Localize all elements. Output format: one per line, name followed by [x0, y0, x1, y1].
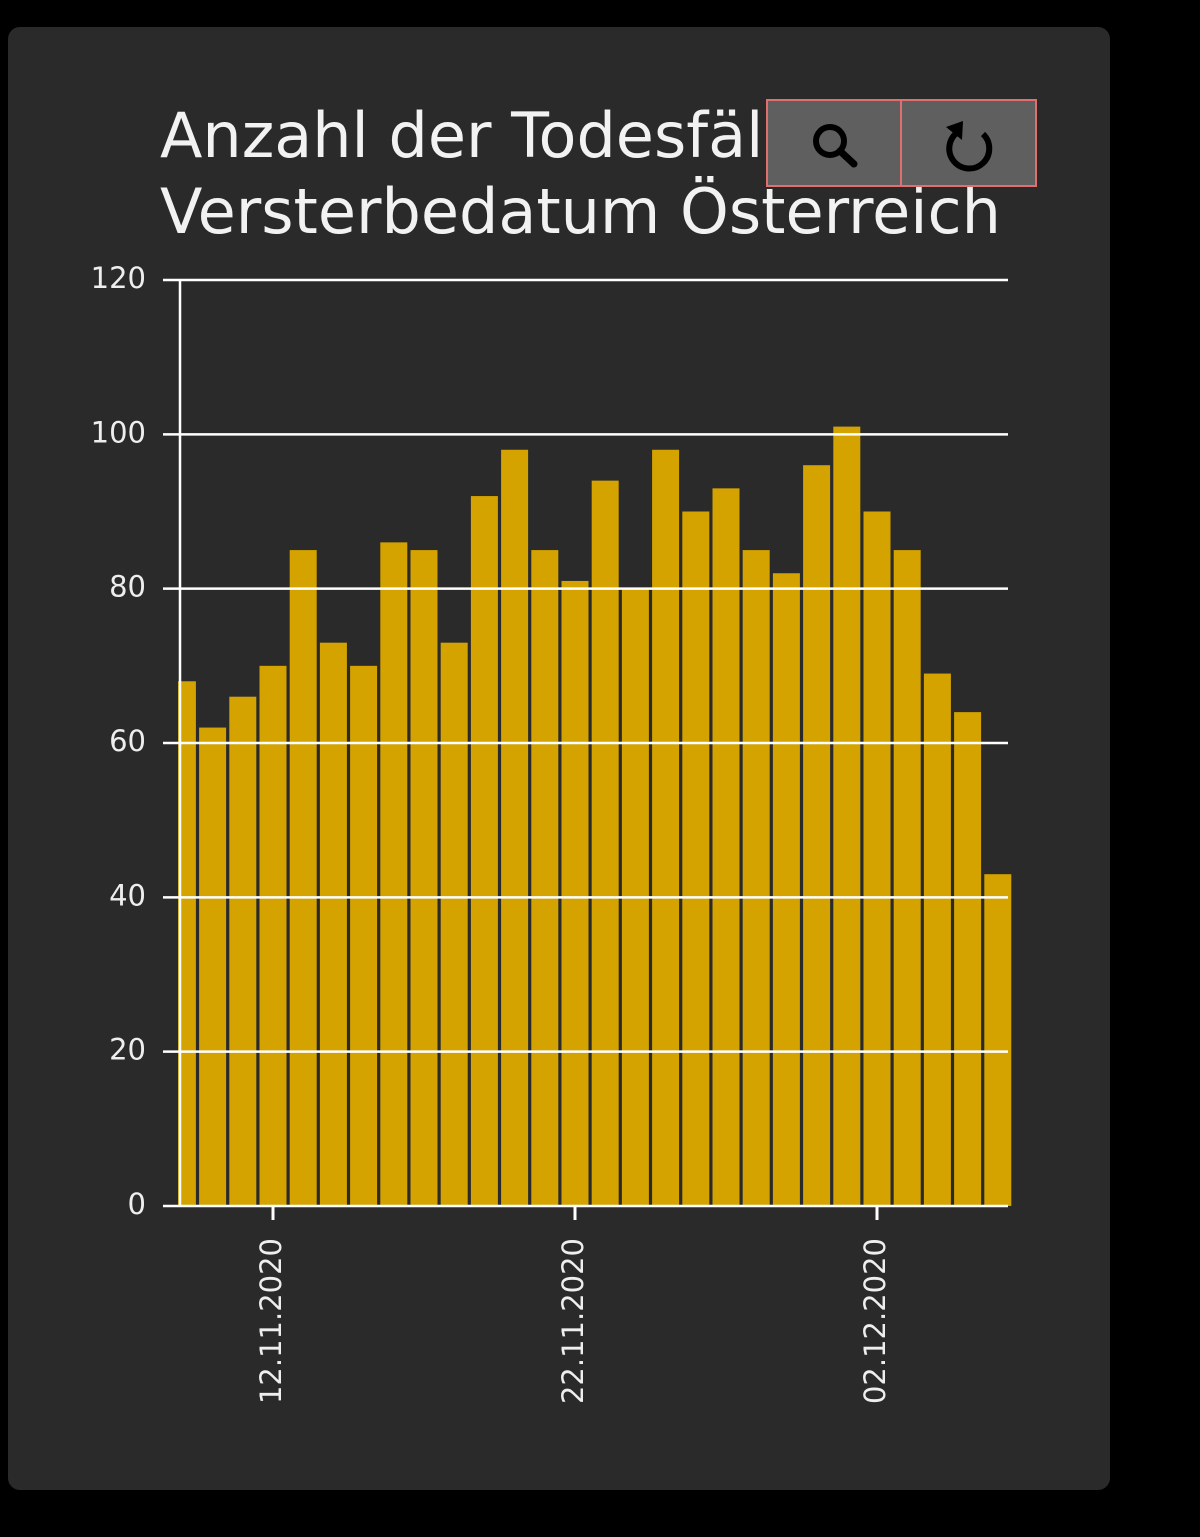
- x-tick-label: 02.12.2020: [858, 1238, 892, 1404]
- bar: [501, 449, 529, 1206]
- y-tick-label: 100: [91, 415, 146, 449]
- bar: [652, 449, 680, 1206]
- bar: [803, 465, 831, 1206]
- chart-title: Versterbedatum Österreich: [160, 175, 1001, 248]
- x-tick-label: 12.11.2020: [254, 1238, 288, 1404]
- reset-button[interactable]: [900, 99, 1037, 187]
- bar: [591, 480, 619, 1207]
- bar: [833, 426, 861, 1206]
- bar: [259, 665, 287, 1206]
- y-tick-label: 60: [109, 724, 146, 758]
- y-tick-label: 20: [109, 1033, 146, 1067]
- x-tick-label: 22.11.2020: [556, 1238, 590, 1404]
- bar: [561, 580, 589, 1206]
- bar: [712, 488, 740, 1207]
- bar: [440, 642, 468, 1206]
- bar: [319, 642, 347, 1206]
- bar: [199, 727, 227, 1206]
- bar: [893, 550, 921, 1206]
- bar: [531, 550, 559, 1206]
- plot-area: [178, 426, 1012, 1207]
- bar: [682, 511, 710, 1206]
- y-tick-label: 80: [109, 570, 146, 604]
- y-tick-label: 0: [128, 1187, 146, 1221]
- bar: [954, 712, 982, 1206]
- bar: [470, 496, 498, 1207]
- bar: [772, 573, 800, 1206]
- bar: [380, 542, 408, 1206]
- bar: [350, 665, 378, 1206]
- y-tick-label: 40: [109, 878, 146, 912]
- axes: 12.11.2020 22.11.2020 02.12.2020 0 20 40 60 80 1…: [91, 261, 1008, 1404]
- y-tick-label: 120: [91, 261, 146, 295]
- bar: [178, 681, 196, 1206]
- chart-title: Anzahl der Todesfälle: [160, 99, 819, 172]
- bar: [289, 550, 317, 1206]
- bar: [984, 874, 1012, 1206]
- bar: [863, 511, 891, 1206]
- bar: [923, 673, 951, 1206]
- bar: [410, 550, 438, 1206]
- bar: [742, 550, 770, 1206]
- bar: [229, 696, 257, 1206]
- zoom-button[interactable]: [766, 99, 902, 187]
